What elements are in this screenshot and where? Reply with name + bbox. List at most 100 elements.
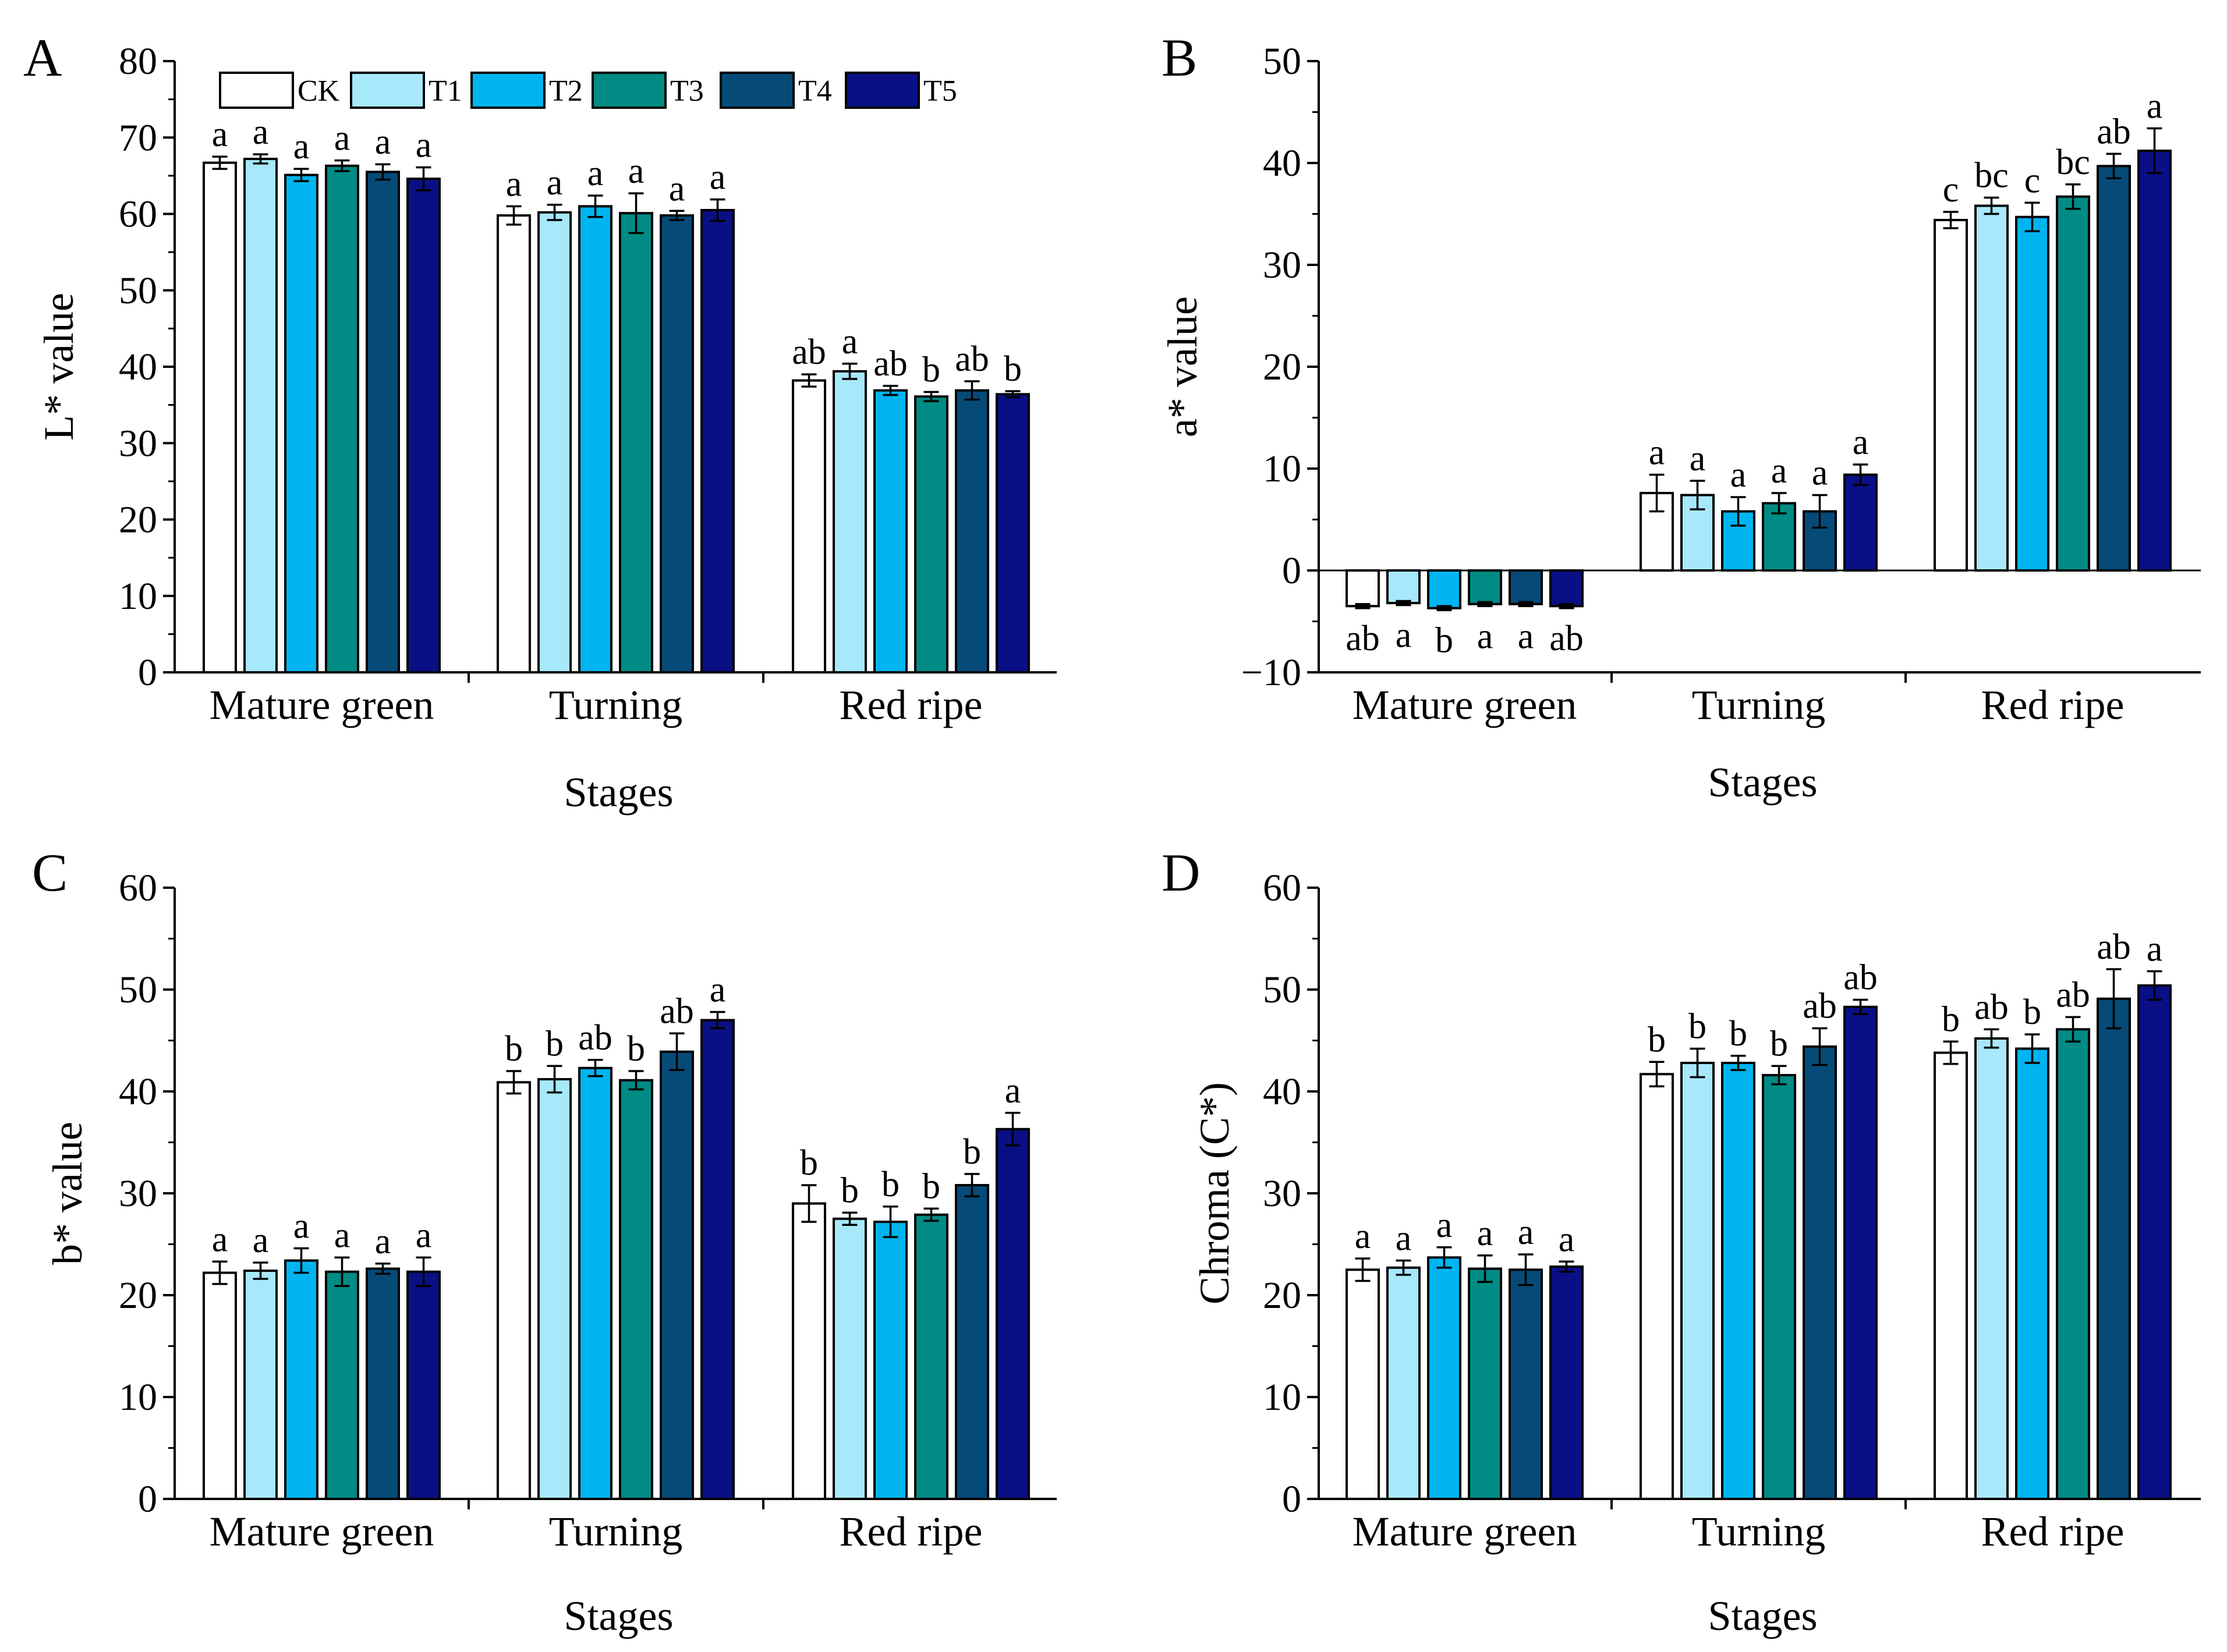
y-tick-label: 20	[119, 1274, 157, 1317]
bar	[325, 1270, 359, 1500]
bar	[537, 211, 572, 673]
legend-item: T2	[470, 72, 583, 109]
bar	[2137, 150, 2172, 572]
significance-label: a	[334, 119, 350, 158]
bar	[1386, 1266, 1421, 1500]
significance-label: b	[922, 1167, 940, 1206]
panel-b: B −10 0 10 20 30 40 50 Mature green Turning Red ri…	[1159, 28, 2201, 806]
significance-label: b	[881, 1165, 900, 1204]
significance-label: a	[212, 1219, 228, 1259]
bar	[2015, 215, 2049, 572]
bar	[578, 1066, 612, 1500]
significance-label: a	[375, 1222, 391, 1261]
panel-c: C 0 10 20 30 40 50 60 Mature green Turning Red rip…	[32, 843, 1057, 1639]
significance-label: b	[800, 1143, 818, 1183]
axes: 0 10 20 30 40 50 60 70 80 Mature green Turning Red …	[36, 40, 1057, 816]
legend-item: T1	[350, 72, 462, 109]
bar	[1721, 1062, 1755, 1500]
bar	[1680, 494, 1715, 572]
bar	[955, 1184, 989, 1500]
x-category-label: Red ripe	[840, 682, 983, 728]
bar	[996, 1128, 1030, 1500]
bar	[1346, 569, 1380, 608]
significance-label: c	[2024, 161, 2041, 200]
y-tick-label: 10	[119, 1376, 157, 1419]
bar	[325, 164, 359, 673]
significance-label: a	[1477, 1214, 1493, 1253]
significance-label: a	[334, 1215, 350, 1255]
bar	[792, 1202, 826, 1500]
bar	[996, 393, 1030, 673]
bar	[2015, 1047, 2049, 1500]
significance-label: c	[1943, 170, 1959, 210]
y-tick-label: 0	[1282, 550, 1301, 592]
significance-label: b	[1648, 1020, 1666, 1059]
y-tick-label: 20	[1263, 1274, 1301, 1317]
axes: −10 0 10 20 30 40 50 Mature green Turning Red rip…	[1159, 40, 2201, 806]
legend-item: T4	[720, 72, 832, 109]
significance-label: a	[1690, 439, 1706, 478]
significance-label: b	[1004, 349, 1022, 389]
legend-swatch	[720, 72, 795, 109]
axes: 0 10 20 30 40 50 60 Mature green Turning Red ripe…	[44, 867, 1057, 1639]
significance-label: b	[1942, 999, 1960, 1039]
significance-label: b	[1770, 1024, 1788, 1063]
x-category-label: Turning	[549, 1508, 682, 1555]
legend-item: T5	[845, 72, 957, 109]
x-category-label: Red ripe	[1981, 1508, 2125, 1555]
legend-label: T2	[549, 75, 583, 108]
panel-letter: C	[32, 843, 68, 902]
significance-label: a	[1812, 453, 1828, 493]
y-tick-label: 60	[119, 193, 157, 236]
bar	[1509, 569, 1543, 605]
significance-label: ab	[2056, 975, 2090, 1015]
y-tick-label: 40	[119, 1070, 157, 1113]
panel-a: A 0 10 20 30 40 50 60 70 80 Mature green Turning Red…	[23, 28, 1057, 816]
bar	[1762, 1074, 1796, 1500]
legend-label: T1	[429, 75, 462, 108]
bar	[1974, 1037, 2009, 1500]
significance-label: bc	[2056, 143, 2090, 182]
y-tick-label: 30	[1263, 1172, 1301, 1215]
legend-swatch	[219, 72, 294, 109]
significance-label: a	[2147, 930, 2163, 969]
significance-label: b	[546, 1024, 564, 1063]
significance-label: bc	[1974, 156, 2009, 196]
x-category-label: Red ripe	[840, 1508, 983, 1555]
bar	[1934, 1051, 1968, 1500]
bar	[1509, 1268, 1543, 1500]
significance-label: a	[293, 127, 310, 166]
legend: CK T1 T2 T3 T4 T5	[219, 72, 957, 109]
legend-swatch	[350, 72, 425, 109]
bar	[914, 395, 948, 673]
significance-label: a	[1396, 616, 1412, 655]
axes: 0 10 20 30 40 50 60 Mature green Turning Red ripe…	[1191, 867, 2201, 1639]
bar	[1640, 1073, 1674, 1500]
legend-item: CK	[219, 72, 340, 109]
bar	[366, 1267, 400, 1500]
bar	[406, 1270, 441, 1500]
bar	[914, 1213, 948, 1500]
x-category-label: Mature green	[1353, 682, 1577, 728]
x-category-label: Mature green	[210, 682, 434, 728]
y-tick-label: 50	[1263, 40, 1301, 83]
y-tick-label: 60	[119, 867, 157, 909]
bar	[578, 205, 612, 673]
y-tick-label: 10	[119, 575, 157, 618]
significance-label: a	[2147, 87, 2163, 126]
significance-label: ab	[1549, 619, 1584, 658]
bar	[1843, 473, 1878, 572]
bar	[2137, 984, 2172, 1500]
bar	[203, 161, 237, 673]
y-tick-label: 40	[1263, 142, 1301, 185]
significance-label: b	[1435, 621, 1453, 660]
legend-swatch	[592, 72, 667, 109]
bar	[1803, 1045, 1837, 1500]
significance-label: a	[1005, 1071, 1021, 1111]
bar	[2097, 165, 2131, 572]
legend-item: T3	[592, 72, 704, 109]
panel-letter: D	[1162, 843, 1200, 902]
significance-label: b	[963, 1132, 981, 1172]
bar	[243, 158, 278, 673]
x-category-label: Turning	[1692, 1508, 1825, 1555]
